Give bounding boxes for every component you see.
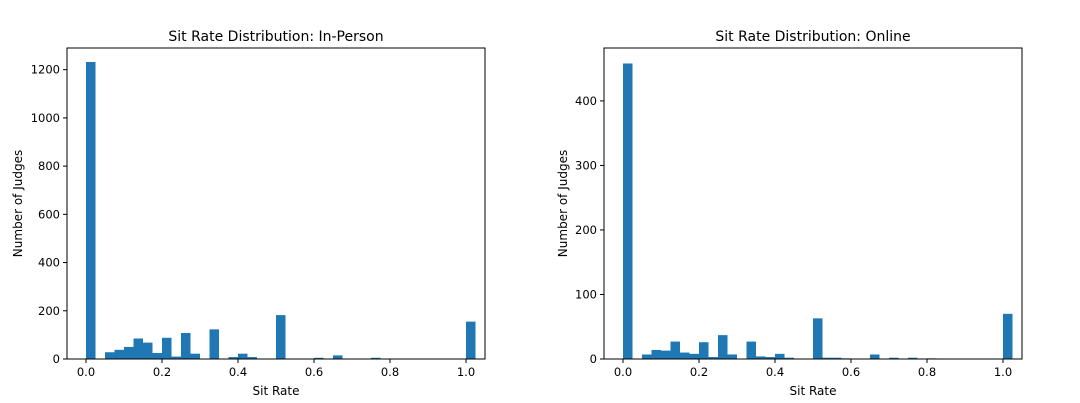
histogram-bar bbox=[889, 357, 899, 359]
histogram-bar bbox=[708, 357, 718, 359]
histogram-bar bbox=[105, 352, 115, 359]
histogram-bar bbox=[784, 357, 794, 359]
histogram-bar bbox=[822, 357, 832, 359]
chart-in-person: 0 200 400 600 800 1000 1200 0.0 0.2 0.4 0.6 0.8 1.0… bbox=[11, 29, 486, 398]
x-tick-label: 0.2 bbox=[690, 365, 708, 379]
x-tick-label: 0.8 bbox=[918, 365, 936, 379]
x-axis-label: Sit Rate bbox=[790, 384, 837, 398]
y-tick-label: 0 bbox=[53, 352, 60, 366]
y-ticks: 0 100 200 300 400 bbox=[575, 94, 604, 366]
y-tick-label: 200 bbox=[38, 304, 60, 318]
y-tick-label: 1000 bbox=[31, 111, 60, 125]
histogram-bar bbox=[1003, 313, 1013, 359]
histogram-bar bbox=[651, 349, 661, 359]
y-tick-label: 0 bbox=[590, 352, 597, 366]
histogram-bar bbox=[228, 357, 238, 359]
x-tick-label: 0.0 bbox=[77, 365, 95, 379]
histogram-bar bbox=[642, 354, 652, 359]
x-tick-label: 1.0 bbox=[457, 365, 475, 379]
histogram-bar bbox=[124, 346, 134, 359]
x-ticks: 0.0 0.2 0.4 0.6 0.8 1.0 bbox=[614, 359, 1012, 379]
histogram-bar bbox=[171, 356, 181, 359]
plot-area bbox=[67, 48, 485, 359]
histogram-bar bbox=[832, 357, 842, 359]
histogram-bar bbox=[870, 354, 880, 359]
histogram-bar bbox=[143, 342, 153, 359]
bars-group bbox=[623, 63, 1013, 360]
x-tick-label: 0.6 bbox=[842, 365, 860, 379]
histogram-bar bbox=[746, 341, 756, 359]
histogram-bar bbox=[908, 357, 918, 359]
chart-online: 0 100 200 300 400 0.0 0.2 0.4 0.6 0.8 1.0 Sit Rat… bbox=[556, 29, 1023, 398]
histogram-bar bbox=[276, 315, 286, 359]
y-axis-label: Number of Judges bbox=[556, 150, 570, 257]
histogram-bar bbox=[86, 61, 96, 359]
x-axis-label: Sit Rate bbox=[253, 384, 300, 398]
x-tick-label: 0.4 bbox=[229, 365, 247, 379]
histogram-bar bbox=[661, 350, 671, 359]
x-tick-label: 1.0 bbox=[994, 365, 1012, 379]
y-tick-label: 200 bbox=[575, 223, 597, 237]
y-tick-label: 600 bbox=[38, 207, 60, 221]
histogram-bar bbox=[314, 357, 324, 359]
histogram-bar bbox=[765, 357, 775, 359]
x-ticks: 0.0 0.2 0.4 0.6 0.8 1.0 bbox=[77, 359, 475, 379]
histogram-bar bbox=[813, 318, 823, 359]
x-tick-label: 0.2 bbox=[153, 365, 171, 379]
histogram-bar bbox=[727, 354, 737, 359]
histogram-bar bbox=[162, 337, 172, 359]
y-tick-label: 1200 bbox=[31, 63, 60, 77]
histogram-bar bbox=[623, 63, 633, 360]
histogram-bar bbox=[718, 335, 728, 359]
histogram-bar bbox=[670, 341, 680, 359]
histogram-bar bbox=[114, 349, 124, 359]
bars-group bbox=[86, 61, 476, 359]
x-tick-label: 0.4 bbox=[766, 365, 784, 379]
histogram-bar bbox=[689, 353, 699, 359]
x-tick-label: 0.6 bbox=[305, 365, 323, 379]
histogram-bar bbox=[209, 329, 219, 359]
histogram-bar bbox=[371, 357, 381, 359]
y-tick-label: 800 bbox=[38, 159, 60, 173]
histogram-bar bbox=[680, 352, 690, 359]
y-tick-label: 400 bbox=[38, 256, 60, 270]
histogram-bar bbox=[333, 355, 343, 359]
y-ticks: 0 200 400 600 800 1000 1200 bbox=[31, 63, 67, 366]
histogram-bar bbox=[181, 332, 191, 359]
histogram-bar bbox=[152, 352, 162, 359]
y-tick-label: 400 bbox=[575, 94, 597, 108]
histogram-bar bbox=[238, 353, 248, 359]
y-tick-label: 100 bbox=[575, 287, 597, 301]
histogram-bar bbox=[775, 353, 785, 359]
histogram-bar bbox=[699, 342, 709, 359]
plot-frame bbox=[66, 47, 486, 360]
histogram-bar bbox=[247, 357, 257, 359]
chart-title: Sit Rate Distribution: In-Person bbox=[168, 29, 383, 45]
histogram-bar bbox=[756, 356, 766, 359]
chart-title: Sit Rate Distribution: Online bbox=[715, 29, 910, 45]
x-tick-label: 0.8 bbox=[381, 365, 399, 379]
plot-area bbox=[604, 48, 1022, 359]
histogram-bar bbox=[190, 353, 200, 359]
y-axis-label: Number of Judges bbox=[11, 150, 25, 257]
y-tick-label: 300 bbox=[575, 158, 597, 172]
histogram-bar bbox=[133, 338, 143, 359]
plot-frame bbox=[603, 47, 1023, 360]
histogram-bar bbox=[466, 321, 476, 359]
x-tick-label: 0.0 bbox=[614, 365, 632, 379]
